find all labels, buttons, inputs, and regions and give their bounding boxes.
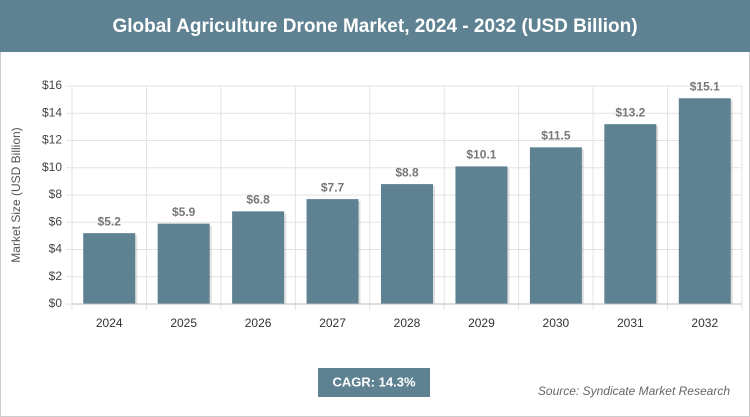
x-tick-label: 2024 (96, 316, 123, 330)
y-tick-label: $8 (49, 187, 63, 201)
y-tick-label: $12 (42, 133, 62, 147)
value-label: $7.7 (321, 180, 345, 194)
x-tick-label: 2028 (394, 316, 421, 330)
value-label: $6.8 (246, 193, 270, 207)
bar (381, 184, 433, 304)
y-tick-label: $14 (42, 105, 62, 119)
x-tick-label: 2026 (245, 316, 272, 330)
y-tick-label: $16 (42, 78, 62, 92)
value-label: $11.5 (541, 128, 571, 142)
bar (604, 124, 657, 305)
value-label: $5.9 (172, 205, 196, 219)
bar (678, 98, 731, 304)
x-tick-label: 2027 (319, 316, 346, 330)
value-label: $15.1 (690, 79, 720, 93)
value-label: $10.1 (466, 148, 496, 162)
cagr-box (318, 368, 430, 397)
value-label: $8.8 (395, 165, 419, 179)
y-tick-label: $6 (49, 214, 63, 228)
chart-title: Global Agriculture Drone Market, 2024 - … (112, 16, 637, 37)
y-axis-label: Market Size (USD Billion) (9, 127, 23, 262)
x-tick-label: 2025 (170, 316, 197, 330)
x-tick-label: 2032 (691, 316, 718, 330)
y-tick-label: $0 (49, 296, 63, 310)
header-bar (0, 0, 750, 52)
bar (306, 199, 359, 304)
y-tick-label: $2 (49, 269, 63, 283)
bar (232, 211, 285, 304)
bar (157, 223, 210, 304)
x-tick-label: 2029 (468, 316, 495, 330)
bar (529, 147, 582, 304)
y-tick-label: $4 (49, 242, 63, 256)
x-tick-label: 2030 (543, 316, 570, 330)
bar (455, 166, 508, 304)
value-label: $13.2 (615, 105, 645, 119)
x-tick-label: 2031 (617, 316, 644, 330)
source-note: Source: Syndicate Market Research (538, 384, 730, 398)
y-tick-label: $10 (42, 160, 62, 174)
bar (83, 233, 136, 304)
value-label: $5.2 (98, 214, 122, 228)
cagr-label: CAGR: 14.3% (332, 374, 416, 389)
